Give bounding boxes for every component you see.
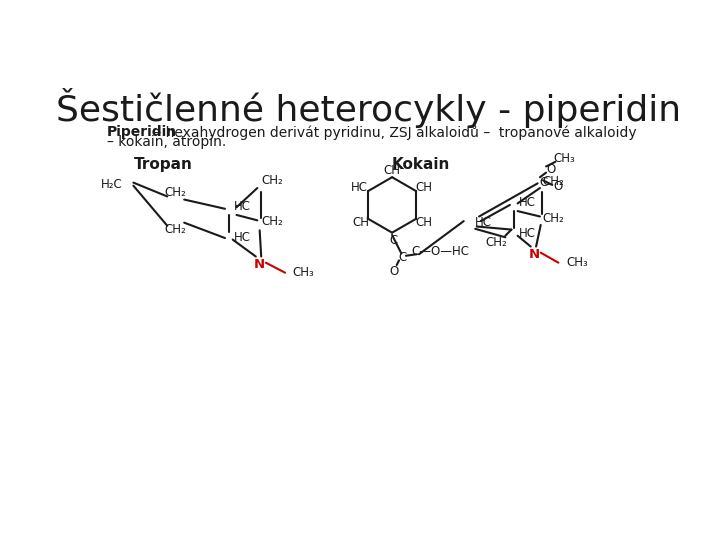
Text: CH₃: CH₃ xyxy=(292,266,315,279)
Text: CH₂: CH₂ xyxy=(542,212,564,225)
Text: C: C xyxy=(539,176,547,189)
Text: HC: HC xyxy=(351,181,368,194)
Text: CH₂: CH₂ xyxy=(261,215,283,228)
Text: CH₂: CH₂ xyxy=(542,176,564,188)
Text: HC: HC xyxy=(519,227,536,240)
Text: O: O xyxy=(389,266,398,279)
Text: CH: CH xyxy=(384,164,400,177)
Text: Kokain: Kokain xyxy=(392,157,451,172)
Text: C—O—HC: C—O—HC xyxy=(411,245,469,259)
Text: HC: HC xyxy=(234,200,251,213)
Text: Piperidin: Piperidin xyxy=(107,125,177,139)
Text: O: O xyxy=(553,180,562,193)
Text: CH₃: CH₃ xyxy=(566,256,588,269)
Text: N: N xyxy=(529,248,540,261)
Text: Tropan: Tropan xyxy=(134,157,193,172)
Text: HC: HC xyxy=(519,196,536,209)
Text: CH₂: CH₂ xyxy=(485,236,507,249)
Text: CH₂: CH₂ xyxy=(261,174,283,187)
Text: – hexahydrogen derivát pyridinu, ZSJ alkaloidů –  tropanové alkaloidy: – hexahydrogen derivát pyridinu, ZSJ alk… xyxy=(150,125,637,140)
Text: N: N xyxy=(254,259,265,272)
Text: CH: CH xyxy=(415,181,432,194)
Text: C: C xyxy=(399,251,407,264)
Text: HC: HC xyxy=(475,216,492,229)
Text: C: C xyxy=(390,234,397,247)
Text: CH: CH xyxy=(415,216,432,229)
Text: CH₂: CH₂ xyxy=(164,186,186,199)
Text: CH₂: CH₂ xyxy=(164,223,186,236)
Text: HC: HC xyxy=(234,231,251,244)
Text: O: O xyxy=(547,163,556,176)
Text: CH₃: CH₃ xyxy=(554,152,575,165)
Text: Šestičlenné heterocykly - piperidin: Šestičlenné heterocykly - piperidin xyxy=(56,88,682,128)
Text: CH: CH xyxy=(352,216,369,229)
Text: – kokain, atropin.: – kokain, atropin. xyxy=(107,135,227,149)
Text: H₂C: H₂C xyxy=(101,178,122,191)
